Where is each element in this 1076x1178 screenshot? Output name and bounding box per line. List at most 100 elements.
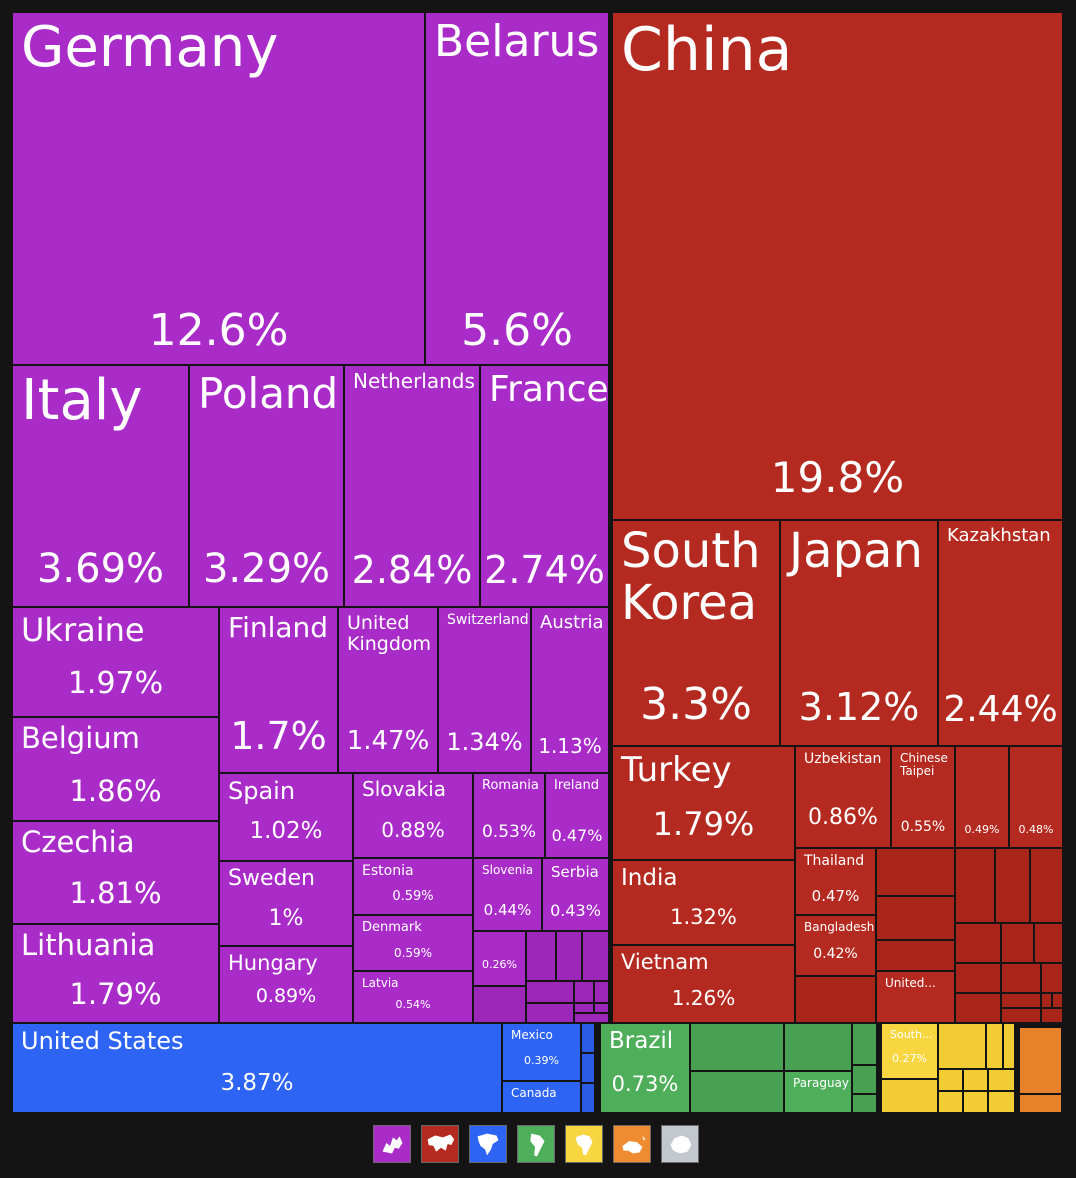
treemap-cell-small[interactable]: [594, 981, 609, 1003]
treemap-cell-small[interactable]: [876, 848, 955, 896]
treemap-cell-small[interactable]: [852, 1094, 877, 1113]
treemap-cell-small[interactable]: [881, 1079, 938, 1113]
treemap-cell-ukraine[interactable]: Ukraine 1.97%: [12, 607, 219, 717]
treemap-cell-small[interactable]: [581, 1083, 595, 1113]
treemap-cell-canada[interactable]: Canada: [502, 1081, 581, 1113]
treemap-cell-small[interactable]: [1030, 848, 1063, 923]
treemap-cell-small[interactable]: [1052, 993, 1063, 1008]
treemap-cell-small[interactable]: [574, 1003, 594, 1013]
treemap-cell-small[interactable]: [963, 1091, 988, 1113]
treemap-cell-germany[interactable]: Germany 12.6%: [12, 12, 425, 365]
treemap-cell-small[interactable]: [526, 931, 556, 981]
treemap-cell-serbia[interactable]: Serbia 0.43%: [542, 858, 609, 931]
europe-icon[interactable]: [373, 1125, 411, 1163]
treemap-cell-italy[interactable]: Italy 3.69%: [12, 365, 189, 607]
treemap-cell-india[interactable]: India 1.32%: [612, 860, 795, 945]
treemap-cell-finland[interactable]: Finland 1.7%: [219, 607, 338, 773]
treemap-cell-unnamed-0-49[interactable]: 0.49%: [955, 746, 1009, 848]
africa-icon[interactable]: [565, 1125, 603, 1163]
treemap-cell-china[interactable]: China 19.8%: [612, 12, 1063, 520]
antarctica-icon[interactable]: [661, 1125, 699, 1163]
treemap-cell-small[interactable]: [955, 993, 1001, 1023]
treemap-cell-south[interactable]: South... 0.27%: [881, 1023, 938, 1079]
treemap-cell-small[interactable]: [1001, 963, 1041, 993]
treemap-cell-small[interactable]: [1041, 1008, 1063, 1023]
treemap-cell-small[interactable]: [852, 1023, 877, 1065]
treemap-cell-small[interactable]: [938, 1091, 963, 1113]
treemap-cell-switzerland[interactable]: Switzerland 1.34%: [438, 607, 531, 773]
asia-icon[interactable]: [421, 1125, 459, 1163]
treemap-cell-small[interactable]: [955, 963, 1001, 993]
treemap-cell-united[interactable]: United...: [876, 971, 955, 1023]
treemap-cell-denmark[interactable]: Denmark 0.59%: [353, 915, 473, 971]
treemap-cell-france[interactable]: France 2.74%: [480, 365, 609, 607]
treemap-cell-small[interactable]: [556, 931, 582, 981]
treemap-cell-small[interactable]: [955, 848, 995, 923]
treemap-cell-small[interactable]: [795, 976, 876, 1023]
treemap-cell-netherlands[interactable]: Netherlands 2.84%: [344, 365, 480, 607]
treemap-cell-small[interactable]: [1001, 1008, 1041, 1023]
treemap-cell-hungary[interactable]: Hungary 0.89%: [219, 946, 353, 1023]
treemap-cell-small[interactable]: [690, 1071, 784, 1113]
treemap-cell-small[interactable]: [988, 1069, 1015, 1091]
treemap-cell-small[interactable]: [690, 1023, 784, 1071]
treemap-cell-turkey[interactable]: Turkey 1.79%: [612, 746, 795, 860]
treemap-cell-kazakhstan[interactable]: Kazakhstan 2.44%: [938, 520, 1063, 746]
treemap-cell-belarus[interactable]: Belarus 5.6%: [425, 12, 609, 365]
treemap-cell-small[interactable]: [988, 1091, 1015, 1113]
treemap-cell-small[interactable]: [1034, 923, 1063, 963]
treemap-cell-poland[interactable]: Poland 3.29%: [189, 365, 344, 607]
treemap-cell-small[interactable]: [1001, 993, 1041, 1008]
treemap-cell-thailand[interactable]: Thailand 0.47%: [795, 848, 876, 915]
treemap-cell-sweden[interactable]: Sweden 1%: [219, 861, 353, 946]
treemap-cell-japan[interactable]: Japan 3.12%: [780, 520, 938, 746]
treemap-cell-small[interactable]: [784, 1023, 852, 1071]
treemap-cell-small[interactable]: [526, 981, 574, 1003]
treemap-cell-small[interactable]: [526, 1003, 574, 1023]
treemap-cell-small[interactable]: [473, 986, 526, 1023]
treemap-cell-small[interactable]: [1041, 963, 1063, 993]
treemap-cell-small[interactable]: [1019, 1027, 1062, 1094]
treemap-cell-small[interactable]: [581, 1053, 595, 1083]
treemap-cell-uzbekistan[interactable]: Uzbekistan 0.86%: [795, 746, 891, 848]
treemap-cell-small[interactable]: [995, 848, 1030, 923]
treemap-cell-bangladesh[interactable]: Bangladesh 0.42%: [795, 915, 876, 976]
treemap-cell-paraguay[interactable]: Paraguay: [784, 1071, 852, 1113]
treemap-cell-small[interactable]: [876, 940, 955, 971]
treemap-cell-slovakia[interactable]: Slovakia 0.88%: [353, 773, 473, 858]
treemap-cell-small[interactable]: [852, 1065, 877, 1094]
treemap-cell-small[interactable]: [581, 1023, 595, 1053]
treemap-cell-belgium[interactable]: Belgium 1.86%: [12, 717, 219, 821]
treemap-cell-brazil[interactable]: Brazil 0.73%: [600, 1023, 690, 1113]
treemap-cell-czechia[interactable]: Czechia 1.81%: [12, 821, 219, 924]
treemap-cell-united-states[interactable]: United States 3.87%: [12, 1023, 502, 1113]
oceania-icon[interactable]: [613, 1125, 651, 1163]
treemap-cell-estonia[interactable]: Estonia 0.59%: [353, 858, 473, 915]
treemap-cell-united-kingdom[interactable]: United Kingdom 1.47%: [338, 607, 438, 773]
treemap-cell-romania[interactable]: Romania 0.53%: [473, 773, 545, 858]
treemap-cell-mexico[interactable]: Mexico 0.39%: [502, 1023, 581, 1081]
treemap-cell-small[interactable]: [594, 1003, 609, 1013]
treemap-cell-unnamed-0-48[interactable]: 0.48%: [1009, 746, 1063, 848]
treemap-cell-small[interactable]: [1003, 1023, 1015, 1069]
treemap-cell-small[interactable]: [938, 1069, 963, 1091]
treemap-cell-small[interactable]: [1019, 1094, 1062, 1113]
treemap-cell-spain[interactable]: Spain 1.02%: [219, 773, 353, 861]
treemap-cell-small[interactable]: [963, 1069, 988, 1091]
treemap-cell-small[interactable]: [876, 896, 955, 940]
south-america-icon[interactable]: [517, 1125, 555, 1163]
treemap-cell-small[interactable]: [986, 1023, 1003, 1069]
treemap-cell-ireland[interactable]: Ireland 0.47%: [545, 773, 609, 858]
treemap-cell-austria[interactable]: Austria 1.13%: [531, 607, 609, 773]
treemap-cell-slovenia[interactable]: Slovenia 0.44%: [473, 858, 542, 931]
treemap-cell-unnamed-0-26[interactable]: 0.26%: [473, 931, 526, 986]
north-america-icon[interactable]: [469, 1125, 507, 1163]
treemap-cell-vietnam[interactable]: Vietnam 1.26%: [612, 945, 795, 1023]
treemap-cell-small[interactable]: [582, 931, 609, 981]
treemap-cell-small[interactable]: [1001, 923, 1034, 963]
treemap-cell-small[interactable]: [955, 923, 1001, 963]
treemap-cell-small[interactable]: [938, 1023, 986, 1069]
treemap-cell-small[interactable]: [1041, 993, 1052, 1008]
treemap-cell-small[interactable]: [574, 1013, 609, 1023]
treemap-cell-south-korea[interactable]: South Korea 3.3%: [612, 520, 780, 746]
